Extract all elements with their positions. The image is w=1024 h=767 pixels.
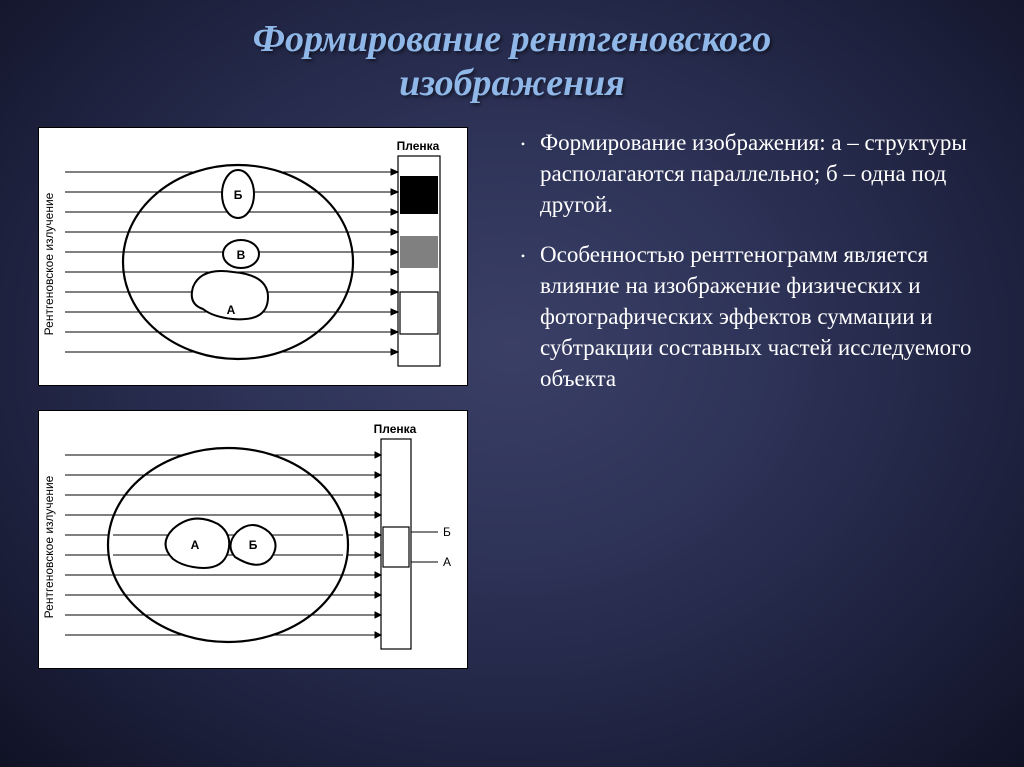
bullet-dot-icon: • xyxy=(506,239,540,394)
content-area: Рентгеновское излучение Пленка xyxy=(0,105,1024,669)
svg-text:А: А xyxy=(227,303,236,317)
film-label-b: Пленка xyxy=(374,422,417,436)
svg-text:А: А xyxy=(191,538,200,552)
svg-text:А: А xyxy=(443,555,451,569)
figure-b: Рентгеновское излучение Пленка Б А xyxy=(38,410,468,669)
slide-title: Формирование рентгеновского изображения xyxy=(0,0,1024,105)
svg-text:Б: Б xyxy=(443,525,451,539)
figures-column: Рентгеновское излучение Пленка xyxy=(38,127,468,669)
svg-text:Б: Б xyxy=(249,538,258,552)
svg-text:В: В xyxy=(237,248,246,262)
film-label: Пленка xyxy=(397,139,440,153)
bullet-1-text: Формирование изображения: а – структуры … xyxy=(540,127,984,220)
bullet-1: • Формирование изображения: а – структур… xyxy=(506,127,984,220)
bullet-list: • Формирование изображения: а – структур… xyxy=(468,127,984,669)
title-line2: изображения xyxy=(399,62,625,104)
radiation-label: Рентгеновское излучение xyxy=(43,193,56,336)
bullet-dot-icon: • xyxy=(506,127,540,220)
bullet-2: • Особенностью рентгенограмм является вл… xyxy=(506,239,984,394)
figure-a: Рентгеновское излучение Пленка xyxy=(38,127,468,386)
bullet-2-text: Особенностью рентгенограмм является влия… xyxy=(540,239,984,394)
title-line1: Формирование рентгеновского xyxy=(253,18,772,60)
radiation-label-b: Рентгеновское излучение xyxy=(43,476,56,619)
svg-text:Б: Б xyxy=(234,188,243,202)
